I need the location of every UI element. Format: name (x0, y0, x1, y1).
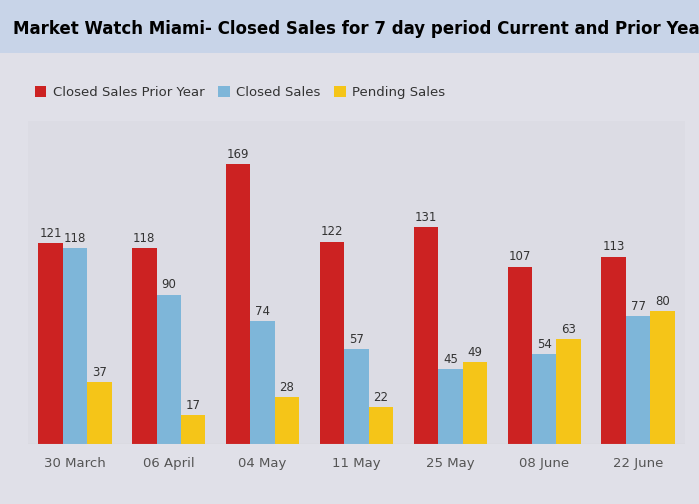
Bar (650, 311, 675, 444)
Bar (250, 321, 275, 444)
Text: 122: 122 (321, 225, 343, 238)
Bar (438, 369, 463, 444)
Text: 17: 17 (186, 399, 201, 412)
Text: 49: 49 (467, 346, 482, 359)
Text: Market Watch Miami- Closed Sales for 7 day period Current and Prior Year: Market Watch Miami- Closed Sales for 7 d… (13, 20, 699, 38)
Bar (507, 267, 532, 444)
Text: 63: 63 (561, 323, 576, 336)
Text: 54: 54 (537, 338, 552, 351)
Text: 90: 90 (161, 278, 176, 291)
Bar (275, 397, 299, 444)
Bar (320, 242, 345, 444)
Text: 28: 28 (280, 381, 294, 394)
Text: 131: 131 (415, 211, 437, 223)
Text: 118: 118 (64, 232, 86, 245)
Bar (626, 316, 650, 444)
Bar (601, 257, 626, 444)
Bar (38, 243, 63, 444)
Text: 57: 57 (349, 333, 364, 346)
Text: 107: 107 (509, 250, 531, 263)
Bar (226, 164, 250, 444)
Bar (414, 227, 438, 444)
Text: 45: 45 (443, 353, 458, 366)
Text: 121: 121 (39, 227, 62, 240)
Text: 22: 22 (373, 391, 389, 404)
Text: 37: 37 (92, 366, 107, 379)
Bar (463, 362, 487, 444)
Text: 118: 118 (134, 232, 156, 245)
Bar (157, 295, 181, 444)
Bar (532, 354, 556, 444)
Text: 169: 169 (227, 148, 250, 161)
Bar (345, 349, 368, 444)
Bar (181, 415, 206, 444)
Text: 74: 74 (255, 305, 270, 318)
Text: 77: 77 (630, 300, 646, 313)
Bar (368, 407, 393, 444)
Text: 113: 113 (603, 240, 625, 254)
Bar (63, 248, 87, 444)
Text: 80: 80 (655, 295, 670, 308)
Bar (87, 383, 112, 444)
Legend: Closed Sales Prior Year, Closed Sales, Pending Sales: Closed Sales Prior Year, Closed Sales, P… (34, 86, 445, 99)
Bar (132, 248, 157, 444)
Bar (556, 339, 581, 444)
